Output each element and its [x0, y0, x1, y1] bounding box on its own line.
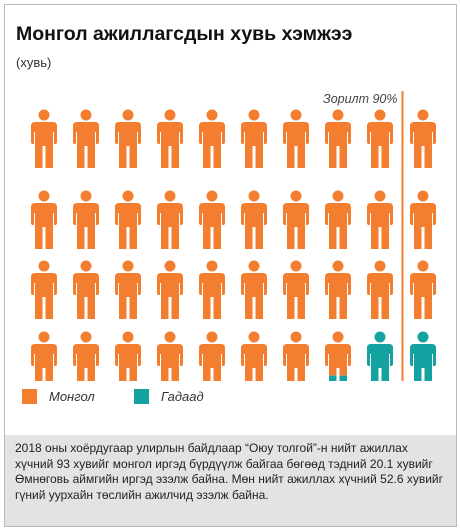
person-figure: [367, 331, 393, 381]
person-figure: [241, 331, 267, 381]
person-figure: [283, 331, 309, 381]
person-figure: [73, 109, 99, 168]
person-figure: [410, 190, 436, 249]
person-figure: [199, 109, 225, 168]
person-figure: [283, 260, 309, 319]
person-figure: [31, 331, 57, 381]
person-figure: [410, 260, 436, 319]
person-figure: [241, 109, 267, 168]
target-label: Зорилт 90%: [323, 92, 397, 106]
person-figure: [199, 190, 225, 249]
legend-swatch-mongol: [22, 389, 37, 404]
person-figure: [115, 260, 141, 319]
person-figure: [241, 190, 267, 249]
legend-item-gadaad: Гадаад: [134, 389, 204, 404]
person-figure: [31, 109, 57, 168]
legend-swatch-gadaad: [134, 389, 149, 404]
person-figure: [283, 109, 309, 168]
person-figure: [31, 190, 57, 249]
person-figure: [325, 109, 351, 168]
person-figure: [410, 109, 436, 168]
person-figure: [73, 331, 99, 381]
person-figure: [73, 260, 99, 319]
legend-label-gadaad: Гадаад: [161, 389, 204, 404]
person-figure: [73, 190, 99, 249]
person-figure: [157, 331, 183, 381]
person-figure: [410, 331, 436, 381]
person-figure: [283, 190, 309, 249]
person-figure: [115, 331, 141, 381]
person-figure: [367, 190, 393, 249]
legend-label-mongol: Монгол: [49, 389, 95, 404]
person-figure: [241, 260, 267, 319]
person-figure: [367, 109, 393, 168]
person-figure: [199, 260, 225, 319]
person-figure: [199, 331, 225, 381]
person-figure: [31, 260, 57, 319]
person-figure: [115, 109, 141, 168]
person-figure: [157, 190, 183, 249]
person-figure: [325, 190, 351, 249]
infographic-card: Монгол ажиллагсдын хувь хэмжээ (хувь) Зо…: [4, 4, 457, 527]
footnote-text: 2018 оны хоёрдугаар улирлын байдлаар “Ою…: [5, 435, 456, 526]
person-figure: [115, 190, 141, 249]
pictogram-chart: Зорилт 90%: [31, 91, 436, 381]
chart-title: Монгол ажиллагсдын хувь хэмжээ: [16, 23, 353, 45]
person-figure: [367, 260, 393, 319]
legend-item-mongol: Монгол: [22, 389, 95, 404]
person-figure: [157, 109, 183, 168]
chart-unit: (хувь): [16, 55, 52, 70]
person-figure: [325, 260, 351, 319]
person-figure: [157, 260, 183, 319]
person-figure: [325, 331, 351, 381]
